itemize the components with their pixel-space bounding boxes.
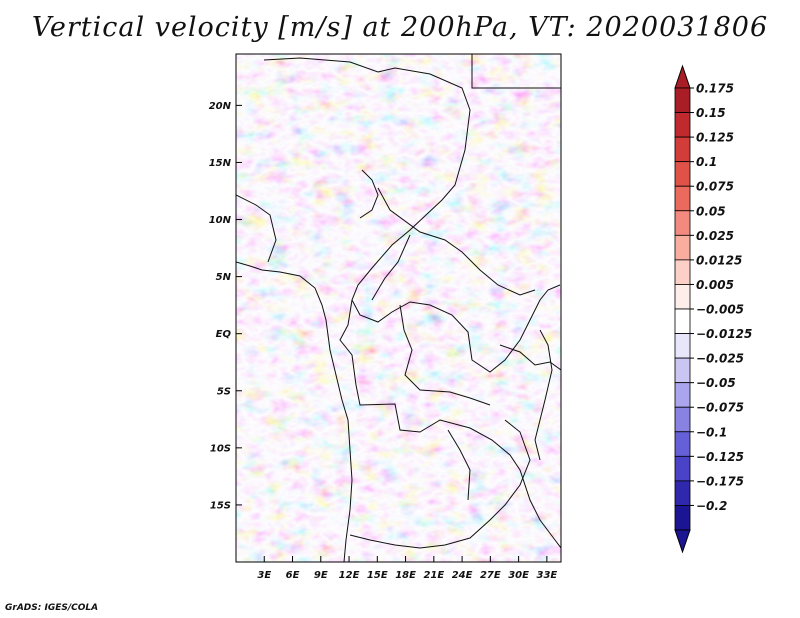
colorbar-label: 0.125 xyxy=(696,131,734,145)
velocity-field xyxy=(236,54,561,562)
lat-label: 15N xyxy=(209,158,232,169)
lat-label: 10S xyxy=(210,443,231,454)
colorbar-segment xyxy=(674,431,691,457)
colorbar-segment xyxy=(674,87,691,113)
lat-label: 15S xyxy=(210,500,231,511)
colorbar-segment xyxy=(674,357,691,384)
lon-label: 30E xyxy=(508,570,529,581)
colorbar-label: 0.05 xyxy=(696,204,726,218)
colorbar-label: 0.15 xyxy=(696,106,726,120)
colorbar-segment xyxy=(674,259,691,285)
longitude-axis: 3E 6E 9E 12E 15E 18E 21E 24E 27E 30E 33E xyxy=(257,556,557,581)
lon-label: 21E xyxy=(423,570,444,581)
colorbar-label: 0.0125 xyxy=(696,253,742,267)
colorbar-segment xyxy=(674,284,691,310)
coastlines-and-borders xyxy=(236,54,561,562)
colorbar-segment xyxy=(674,406,691,433)
colorbar-label: 0.175 xyxy=(696,82,734,96)
chart-title: Vertical velocity [m/s] at 200hPa, VT: 2… xyxy=(31,12,769,43)
latitude-axis: 20N 15N 10N 5N EQ 5S 10S 15S xyxy=(209,101,242,511)
colorbar-label: −0.025 xyxy=(696,352,744,366)
colorbar-segment xyxy=(674,333,691,359)
colorbar-label: 0.025 xyxy=(696,229,734,243)
colorbar-segment xyxy=(674,505,691,531)
lat-label: 10N xyxy=(209,215,232,226)
lon-label: 27E xyxy=(480,570,501,581)
lon-label: 33E xyxy=(536,570,557,581)
colorbar-bottom-arrow xyxy=(674,529,691,554)
lon-label: 6E xyxy=(286,570,300,581)
lon-label: 9E xyxy=(314,570,328,581)
colorbar-label: −0.075 xyxy=(696,401,744,415)
colorbar-segment xyxy=(674,161,691,187)
colorbar-label: −0.05 xyxy=(696,376,736,390)
lon-label: 18E xyxy=(395,570,416,581)
lon-label: 15E xyxy=(367,570,388,581)
lat-label: 5N xyxy=(216,272,232,283)
colorbar-top-arrow xyxy=(674,64,691,89)
colorbar-segment xyxy=(674,382,691,408)
colorbar-label: −0.005 xyxy=(696,303,744,317)
colorbar-label: 0.005 xyxy=(696,278,734,292)
credit-text: GrADS: IGES/COLA xyxy=(5,603,99,613)
colorbar-segment xyxy=(674,210,691,236)
lat-label: 5S xyxy=(217,386,231,397)
colorbar-segment xyxy=(674,234,691,261)
colorbar-segment xyxy=(674,480,691,506)
lon-label: 3E xyxy=(257,570,271,581)
lon-label: 24E xyxy=(452,570,473,581)
colorbar-segment xyxy=(674,308,691,334)
lat-label: 20N xyxy=(209,101,232,112)
colorbar-segment xyxy=(674,112,691,138)
colorbar-label: 0.075 xyxy=(696,180,734,194)
colorbar-label: −0.2 xyxy=(696,499,727,513)
colorbar-segment xyxy=(674,185,691,212)
colorbar-label: −0.0125 xyxy=(696,327,752,341)
lon-label: 12E xyxy=(339,570,360,581)
colorbar: 0.175 0.15 0.125 0.1 0.075 0.05 0.025 0.0125 0.0… xyxy=(674,64,752,554)
lat-label: EQ xyxy=(216,329,232,340)
colorbar-label: −0.125 xyxy=(696,450,744,464)
colorbar-label: −0.1 xyxy=(696,425,727,439)
colorbar-segment xyxy=(674,455,691,482)
colorbar-segment xyxy=(674,136,691,163)
colorbar-label: 0.1 xyxy=(696,155,717,169)
colorbar-label: −0.175 xyxy=(696,474,744,488)
map-frame xyxy=(235,53,562,563)
